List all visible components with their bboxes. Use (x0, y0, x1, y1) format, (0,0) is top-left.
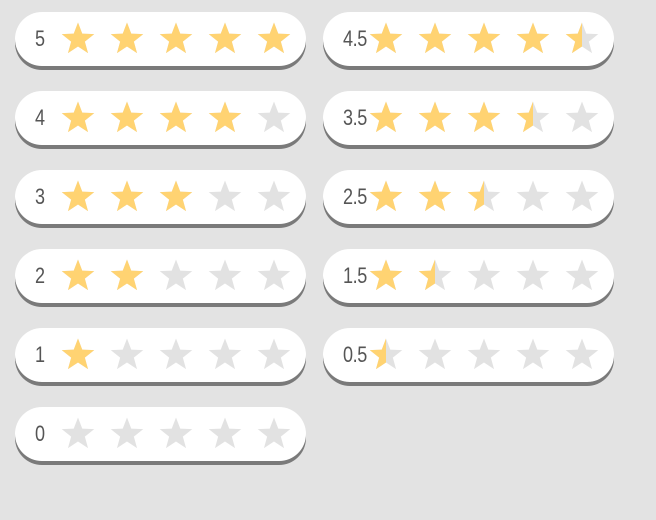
star-icon (159, 338, 193, 370)
rating-value: 2.5 (343, 184, 367, 209)
star-icon (257, 259, 291, 291)
star-icon (369, 338, 403, 370)
rating-value: 3 (35, 184, 45, 209)
star-icon (61, 417, 95, 449)
stars-row (60, 416, 305, 452)
star-icon (110, 338, 144, 370)
star-icon (110, 259, 144, 291)
star-icon (208, 22, 242, 54)
rating-pill: 4.5 (323, 12, 614, 66)
star-icon (208, 338, 242, 370)
star-icon (418, 180, 452, 212)
star-icon (418, 338, 452, 370)
star-icon (516, 338, 550, 370)
star-icon (61, 180, 95, 212)
rating-pill: 1 (15, 328, 306, 382)
star-icon (516, 22, 550, 54)
star-icon (208, 417, 242, 449)
rating-pill: 4 (15, 91, 306, 145)
star-icon (110, 417, 144, 449)
star-icon (565, 101, 599, 133)
star-icon (61, 338, 95, 370)
rating-value: 5 (35, 26, 45, 51)
star-icon (61, 22, 95, 54)
star-icon (369, 180, 403, 212)
rating-pill: 0.5 (323, 328, 614, 382)
star-icon (61, 101, 95, 133)
star-icon (208, 101, 242, 133)
star-icon (61, 259, 95, 291)
star-icon (257, 180, 291, 212)
star-icon (565, 259, 599, 291)
star-icon (110, 101, 144, 133)
rating-pill: 2 (15, 249, 306, 303)
star-icon (159, 101, 193, 133)
rating-value: 4.5 (343, 26, 367, 51)
rating-value: 3.5 (343, 105, 367, 130)
rating-pill: 1.5 (323, 249, 614, 303)
star-icon (418, 101, 452, 133)
star-icon (257, 338, 291, 370)
rating-pill: 2.5 (323, 170, 614, 224)
star-icon (516, 101, 550, 133)
star-icon (159, 259, 193, 291)
rating-value: 0 (35, 421, 45, 446)
stars-row (60, 337, 305, 373)
star-icon (516, 259, 550, 291)
stars-row (368, 258, 613, 294)
star-icon (418, 259, 452, 291)
star-icon (516, 180, 550, 212)
stars-row (368, 337, 613, 373)
star-icon (208, 180, 242, 212)
star-icon (418, 22, 452, 54)
rating-value: 1.5 (343, 263, 367, 288)
rating-value: 4 (35, 105, 45, 130)
rating-pill: 5 (15, 12, 306, 66)
rating-value: 1 (35, 342, 45, 367)
stars-row (368, 179, 613, 215)
stars-row (60, 21, 305, 57)
star-icon (257, 417, 291, 449)
stars-row (60, 179, 305, 215)
star-icon (110, 180, 144, 212)
rating-pill: 3 (15, 170, 306, 224)
star-icon (565, 22, 599, 54)
star-icon (467, 101, 501, 133)
star-icon (467, 180, 501, 212)
stars-row (368, 21, 613, 57)
stars-row (60, 100, 305, 136)
star-icon (369, 259, 403, 291)
star-icon (208, 259, 242, 291)
star-icon (565, 338, 599, 370)
star-icon (159, 417, 193, 449)
star-icon (159, 180, 193, 212)
star-icon (467, 338, 501, 370)
star-icon (159, 22, 193, 54)
rating-pill: 0 (15, 407, 306, 461)
stars-row (60, 258, 305, 294)
star-icon (565, 180, 599, 212)
rating-value: 2 (35, 263, 45, 288)
star-icon (369, 22, 403, 54)
star-icon (110, 22, 144, 54)
star-icon (467, 22, 501, 54)
star-icon (467, 259, 501, 291)
star-icon (369, 101, 403, 133)
rating-value: 0.5 (343, 342, 367, 367)
star-icon (257, 101, 291, 133)
stars-row (368, 100, 613, 136)
rating-pill: 3.5 (323, 91, 614, 145)
star-icon (257, 22, 291, 54)
